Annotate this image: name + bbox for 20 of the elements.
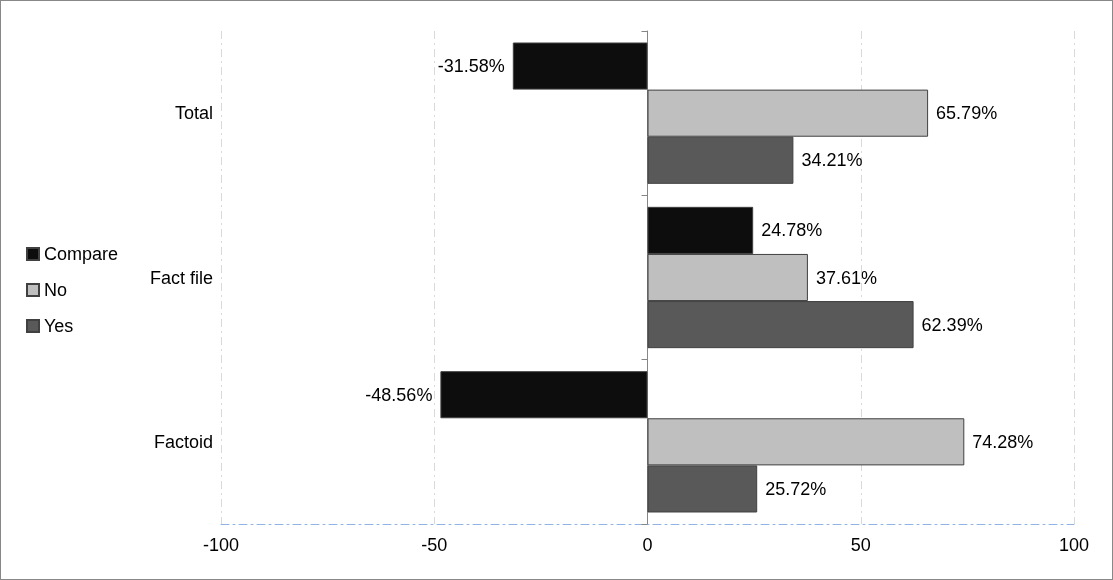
- x-tick-label: -100: [202, 535, 240, 555]
- x-tick-label: -50: [421, 535, 448, 555]
- data-label: 74.28%: [972, 431, 1034, 452]
- data-label: 34.21%: [801, 150, 863, 171]
- x-tick-label: 0: [642, 535, 653, 555]
- data-label: -31.58%: [437, 56, 505, 77]
- data-label: 37.61%: [815, 267, 877, 288]
- x-tick-label: 100: [1058, 535, 1090, 555]
- data-label: 65.79%: [936, 103, 998, 124]
- legend-label: Compare: [44, 244, 119, 264]
- data-label: -48.56%: [365, 384, 433, 405]
- data-label: 62.39%: [921, 314, 983, 335]
- y-tick-label: Total: [174, 103, 213, 124]
- data-label: 25.72%: [765, 478, 827, 499]
- legend-label: No: [44, 280, 68, 300]
- y-tick-label: Fact file: [149, 267, 213, 288]
- data-label: 24.78%: [761, 220, 823, 241]
- x-tick-label: 50: [850, 535, 871, 555]
- legend-label: Yes: [44, 316, 74, 336]
- y-tick-label: Factoid: [153, 431, 213, 452]
